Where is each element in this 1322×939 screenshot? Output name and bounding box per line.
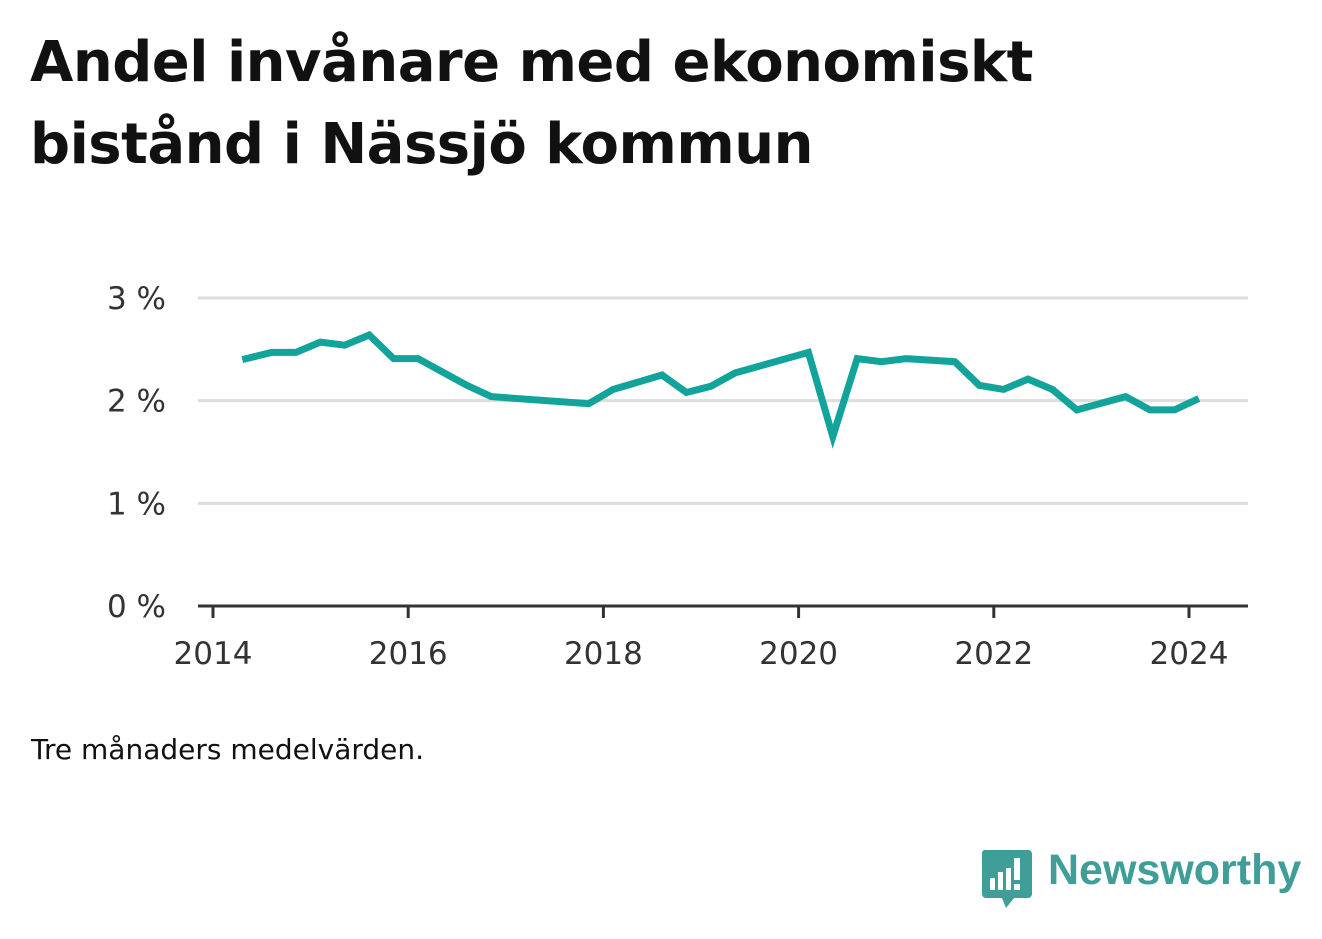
x-tick-label: 2020	[759, 636, 838, 672]
y-tick-label: 1 %	[107, 486, 166, 522]
y-axis-ticks: 0 % 1 % 2 % 3 %	[107, 281, 166, 625]
x-tick-label: 2024	[1150, 636, 1229, 672]
x-tick-label: 2022	[954, 636, 1033, 672]
series-layer	[241, 330, 1201, 449]
y-tick-label: 0 %	[107, 589, 166, 625]
chart-note: Tre månaders medelvärden.	[31, 733, 425, 766]
x-axis: 2014 2016 2018 2020 2022 2024	[174, 604, 1248, 672]
y-tick-label: 2 %	[107, 384, 166, 420]
x-tick-label: 2018	[564, 636, 643, 672]
x-tick-label: 2014	[174, 636, 253, 672]
y-tick-label: 3 %	[107, 281, 166, 317]
gridlines	[198, 296, 1248, 505]
newsworthy-logo-icon	[981, 850, 1032, 908]
x-tick-label: 2016	[369, 636, 448, 672]
chart-title: Andel invånare med ekonomiskt bistånd i …	[30, 30, 1033, 177]
brand-name: Newsworthy	[1048, 846, 1302, 894]
series-line	[241, 330, 1201, 449]
